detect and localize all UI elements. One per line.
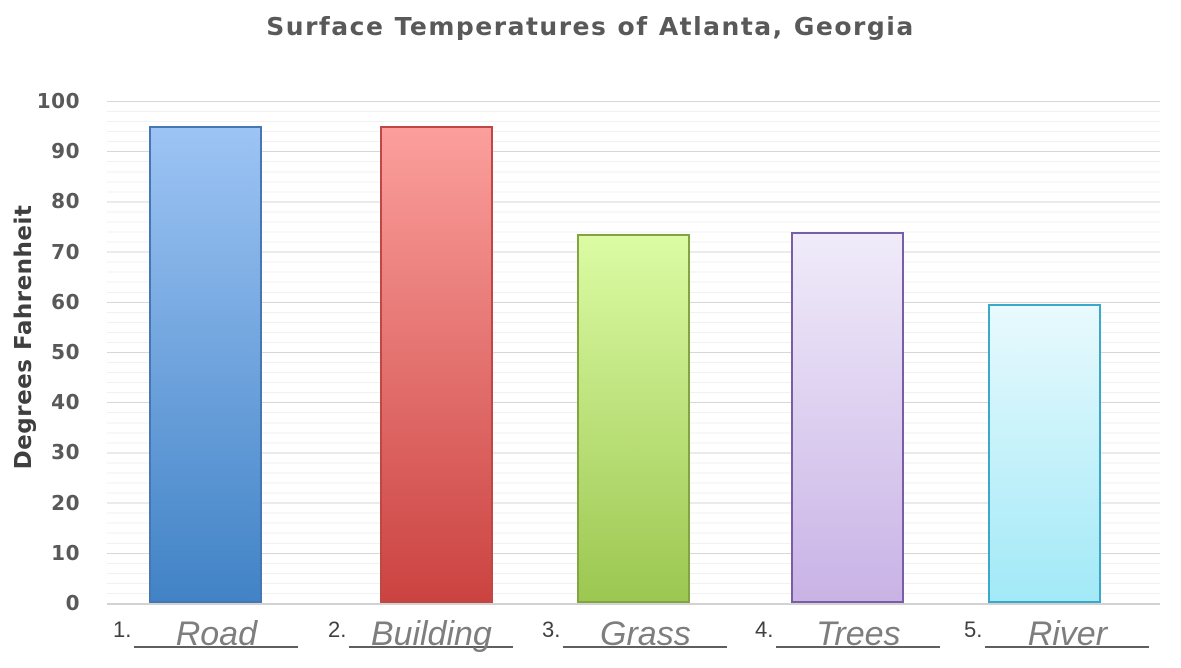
bar-road [149,126,262,603]
plot-area [107,101,1160,605]
x-label-trees: 4. Trees [755,606,941,653]
x-axis-labels: 1. Road 2. Building 3. Grass 4. Trees 5. [0,606,1181,658]
y-tick-label: 70 [51,239,80,264]
y-tick-label: 20 [51,490,80,515]
y-tick-label: 80 [51,189,80,214]
x-label-building: 2. Building [328,606,514,653]
bar-trees [791,232,904,603]
y-tick-label: 50 [51,339,80,364]
answer-blank-line: Trees [776,606,941,653]
y-tick-label: 100 [36,89,80,113]
x-label-number: 4. [755,617,774,642]
y-tick-label: 40 [51,390,80,415]
x-label-river: 5. River [964,606,1150,653]
y-tick-label: 10 [51,540,80,565]
answer-text: Road [175,615,257,653]
x-label-number: 1. [113,617,132,642]
answer-text: Trees [816,615,901,653]
y-tick-label: 30 [51,440,80,465]
answer-blank-line: Road [134,606,299,653]
bar-grass [577,234,690,603]
x-label-road: 1. Road [113,606,299,653]
answer-blank-line: Building [349,606,514,653]
answer-text: Grass [600,615,691,653]
answer-blank-line: Grass [563,606,728,653]
answer-blank-line: River [985,606,1150,653]
x-label-grass: 3. Grass [542,606,728,653]
y-tick-label: 0 [65,590,80,615]
y-tick-label: 60 [51,289,80,314]
y-axis-tick-labels: 100 90 80 70 60 50 40 30 20 10 0 [20,89,80,615]
answer-text: River [1027,615,1108,653]
y-tick-label: 90 [51,139,80,164]
chart-title: Surface Temperatures of Atlanta, Georgia [266,12,915,41]
bar-river [988,304,1101,603]
x-label-number: 3. [542,617,561,642]
x-label-number: 5. [964,617,983,642]
x-label-number: 2. [328,617,347,642]
bar-building [380,126,493,603]
answer-text: Building [370,615,492,653]
